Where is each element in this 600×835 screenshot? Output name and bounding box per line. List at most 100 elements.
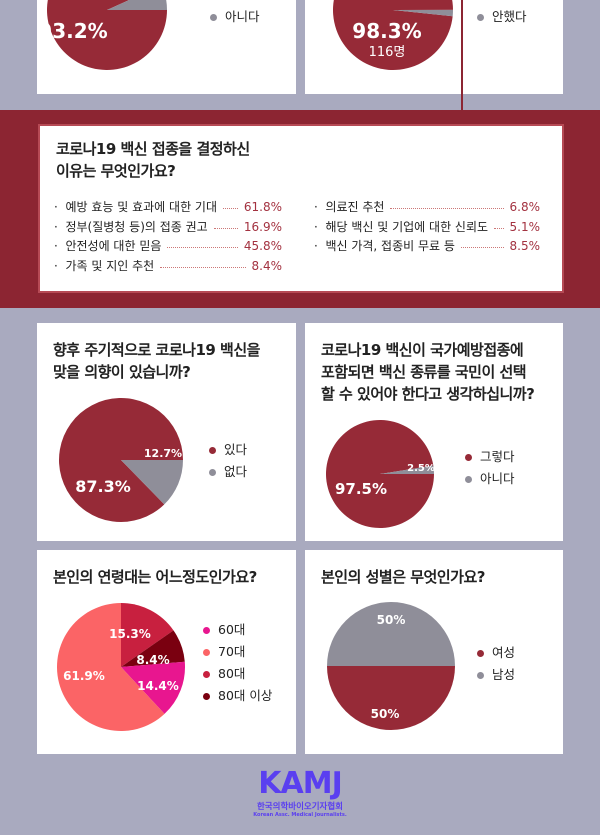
reason-value: 16.9% — [243, 219, 282, 234]
legend-dot — [210, 13, 217, 21]
pie-slice — [326, 419, 434, 528]
reason-row: · 해당 백신 및 기업에 대한 신뢰도 5.1% — [314, 218, 540, 238]
card-choice: 코로나19 백신이 국가예방접종에 포함되면 백신 종류를 국민이 선택 할 수 있… — [305, 323, 563, 541]
legend-item: 남성 — [477, 664, 515, 686]
data-label: 1.7% — [408, 0, 441, 1]
pie-top-left: 93.2% 6.8% — [38, 0, 167, 70]
legend-label: 남성 — [492, 667, 516, 682]
pie-top-right: 98.3% 1.7% 116명 — [333, 0, 453, 70]
pie-slice — [333, 0, 453, 70]
reason-value: 61.8% — [243, 200, 282, 214]
legend-label: 아니다 — [480, 471, 515, 486]
reason-label: 예방 효능 및 효과에 대한 기대 — [65, 200, 218, 214]
card-top-left: 93.2% 6.8% 아니다 — [37, 0, 296, 94]
legend-dot — [477, 671, 484, 679]
data-label: 8.4% — [136, 653, 169, 667]
reason-value: 45.8% — [243, 239, 282, 253]
data-label: 6.8% — [82, 0, 115, 1]
question-title: 코로나19 백신이 국가예방접종에 — [321, 341, 524, 359]
reason-label: 정부(질병청 등)의 접종 권고 — [65, 219, 208, 234]
reason-row: · 가족 및 지인 추천 8.4% — [54, 257, 282, 277]
pie-slice — [121, 661, 186, 714]
legend-dot — [209, 446, 216, 454]
pie-age: 15.3% 8.4% 14.4% 61.9% — [57, 603, 186, 731]
legend-label: 그렇다 — [480, 449, 515, 464]
bullet: · — [314, 219, 326, 234]
legend-dot — [203, 648, 210, 656]
pie-slice — [107, 0, 167, 10]
reason-label: 해당 백신 및 기업에 대한 신뢰도 — [325, 219, 489, 234]
reason-row: · 백신 가격, 접종비 무료 등 8.5% — [314, 237, 540, 257]
pie-slice — [327, 666, 455, 730]
question-title: 맞을 의향이 있습니까? — [53, 363, 191, 381]
reason-label: 백신 가격, 접종비 무료 등 — [325, 239, 455, 253]
pie-slice — [121, 630, 185, 667]
legend-label: 있다 — [224, 442, 248, 457]
card-periodic: 향후 주기적으로 코로나19 백신을 맞을 의향이 있습니까? 87.3% 12.7… — [37, 323, 296, 541]
legend-dot — [465, 475, 472, 483]
legend-item: 80대 — [203, 663, 272, 685]
reasons-title: 이유는 무엇인가요? — [56, 162, 176, 180]
reason-row: · 의료진 추천 6.8% — [314, 198, 540, 218]
card-gender: 본인의 성별은 무엇인가요? 50% 50% 여성 남성 — [305, 550, 563, 754]
legend-label: 없다 — [224, 464, 248, 479]
pie-choice: 97.5% 2.5% — [326, 419, 435, 528]
pie-slice — [380, 465, 434, 474]
legend-item: 아니다 — [210, 6, 260, 28]
logo-subtitle: 한국의학바이오기자협회 — [256, 802, 344, 812]
reason-value: 8.4% — [251, 258, 283, 273]
legend-label: 60대 — [218, 622, 246, 637]
legend-label: 아니다 — [225, 9, 260, 24]
legend-dot — [203, 670, 210, 678]
dotted-leader — [223, 208, 238, 210]
legend-dot — [203, 626, 210, 634]
pie-slice — [57, 603, 165, 731]
question-title: 본인의 연령대는 어느정도인가요? — [53, 568, 257, 586]
question-title: 본인의 성별은 무엇인가요? — [321, 568, 485, 586]
reason-value: 6.8% — [509, 200, 541, 214]
legend-item: 70대 — [203, 641, 272, 663]
legend-item: 아니다 — [465, 468, 515, 490]
reason-value: 5.1% — [509, 219, 541, 234]
pie-periodic: 87.3% 12.7% — [58, 398, 183, 522]
reason-row: · 안전성에 대한 믿음 45.8% — [54, 237, 282, 257]
pie-slice — [47, 0, 167, 70]
data-label: 93.2% — [38, 19, 107, 43]
legend-label: 여성 — [492, 645, 516, 660]
data-label: 98.3% — [352, 19, 421, 43]
pie-slice — [121, 603, 174, 667]
data-label: 2.5% — [407, 463, 435, 474]
bullet: · — [314, 239, 326, 253]
logo-text: KAMJ — [258, 766, 342, 801]
logo-english: Korean Assc. Medical Journalists. — [253, 812, 347, 818]
pie-slice — [393, 9, 453, 17]
dotted-leader — [213, 227, 238, 229]
legend-item: 80대 이상 — [203, 685, 272, 707]
legend-dot — [477, 13, 484, 21]
reasons-right: · 의료진 추천 6.8% · 해당 백신 및 기업에 대한 신뢰도 5.1% · 백신… — [314, 198, 540, 257]
dotted-leader — [494, 227, 504, 229]
legend-item: 60대 — [203, 619, 272, 641]
legend-label: 80대 이상 — [218, 688, 273, 703]
dotted-leader — [160, 266, 246, 268]
data-label: 97.5% — [335, 480, 387, 498]
bullet: · — [54, 258, 66, 273]
data-label: 50% — [371, 707, 400, 721]
legend-dot — [209, 468, 216, 476]
pie-slice — [327, 602, 455, 666]
card-top-right: 98.3% 1.7% 116명 안했다 — [305, 0, 563, 94]
dotted-leader — [167, 247, 238, 249]
bullet: · — [54, 219, 66, 234]
legend-dot — [203, 692, 210, 700]
dotted-leader — [390, 208, 504, 210]
reason-row: · 예방 효능 및 효과에 대한 기대 61.8% — [54, 198, 282, 218]
data-label: 61.9% — [63, 669, 105, 683]
data-label: 14.4% — [137, 679, 179, 693]
reason-value: 8.5% — [509, 239, 541, 253]
count-label: 116명 — [369, 45, 406, 60]
reason-label: 가족 및 지인 추천 — [65, 258, 155, 273]
reason-label: 의료진 추천 — [325, 200, 385, 214]
legend-item: 없다 — [209, 461, 247, 483]
bullet: · — [54, 200, 66, 214]
reasons-title: 코로나19 백신 접종을 결정하신 — [56, 140, 250, 158]
